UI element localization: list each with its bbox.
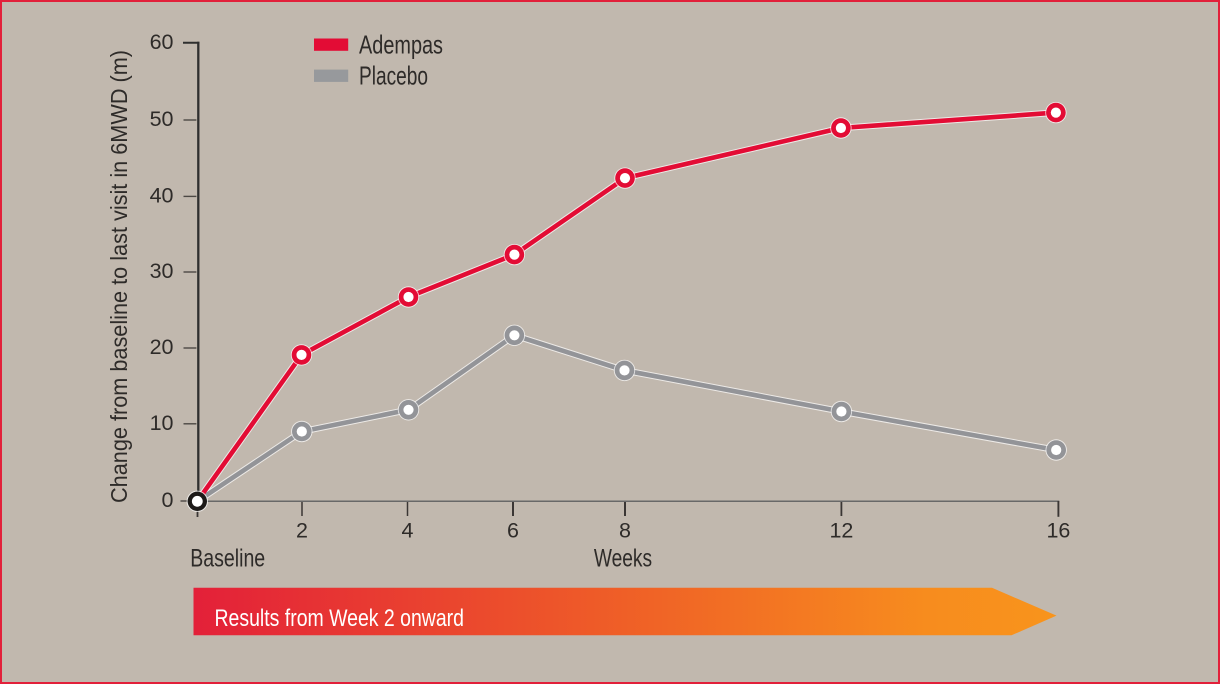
svg-text:Results from Week 2 onward: Results from Week 2 onward [215, 605, 465, 632]
svg-text:12: 12 [829, 518, 853, 542]
svg-text:10: 10 [150, 411, 174, 435]
svg-text:16: 16 [1046, 518, 1070, 542]
svg-text:2: 2 [296, 518, 308, 542]
svg-text:50: 50 [150, 107, 174, 131]
svg-text:Baseline: Baseline [190, 545, 265, 573]
svg-text:Adempas: Adempas [359, 30, 443, 60]
svg-text:Change from baseline to last v: Change from baseline to last visit in 6M… [106, 50, 132, 503]
svg-text:0: 0 [162, 488, 174, 512]
svg-text:8: 8 [619, 518, 631, 542]
svg-text:60: 60 [150, 30, 174, 54]
svg-text:20: 20 [150, 335, 174, 359]
svg-text:4: 4 [402, 518, 414, 542]
svg-text:40: 40 [150, 184, 174, 208]
svg-text:30: 30 [150, 259, 174, 283]
svg-text:Weeks: Weeks [594, 545, 652, 573]
svg-text:6: 6 [507, 518, 519, 542]
svg-text:Placebo: Placebo [359, 61, 428, 91]
